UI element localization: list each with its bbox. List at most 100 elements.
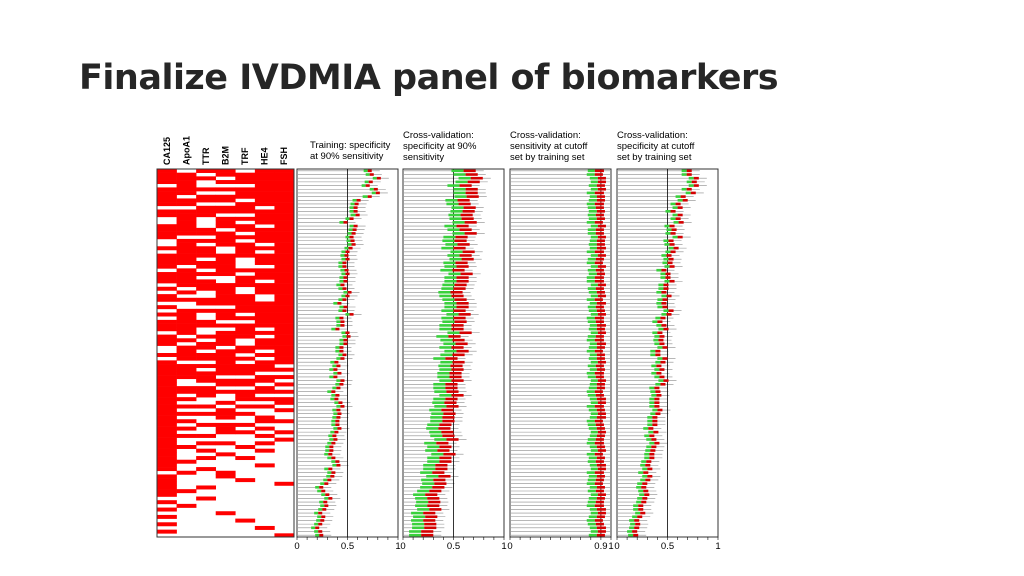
interval-lower-bar (588, 474, 597, 478)
interval-lower-bar (586, 390, 595, 393)
matrix-cell (215, 286, 236, 291)
interval-lower-bar (412, 522, 425, 526)
interval-lower-bar (589, 302, 597, 305)
matrix-cell (196, 194, 217, 199)
matrix-cell (176, 397, 197, 402)
matrix-cell (274, 353, 295, 357)
matrix-cell (157, 202, 177, 207)
matrix-cell (254, 415, 275, 420)
matrix-cell (196, 205, 217, 210)
interval-lower-bar (439, 324, 452, 327)
matrix-cell (215, 198, 236, 203)
matrix-cell (215, 238, 236, 243)
interval-upper-bar (594, 169, 604, 173)
interval-lower-bar (664, 224, 670, 228)
interval-upper-bar (444, 401, 457, 404)
interval-lower-bar (426, 474, 439, 478)
matrix-cell (196, 441, 217, 446)
interval-upper-bar (597, 412, 606, 416)
interval-upper-bar (455, 235, 468, 239)
interval-upper-bar (595, 438, 604, 441)
matrix-cell (157, 437, 177, 442)
interval-lower-bar (427, 456, 440, 460)
interval-lower-bar (339, 342, 344, 346)
interval-upper-bar (458, 202, 471, 206)
matrix-cell (235, 253, 256, 258)
interval-lower-bar (657, 305, 663, 309)
interval-upper-bar (663, 327, 669, 331)
matrix-cell (254, 238, 275, 243)
interval-lower-bar (590, 187, 598, 191)
interval-upper-bar (470, 176, 483, 180)
interval-upper-bar (597, 224, 606, 228)
matrix-cell (254, 463, 275, 468)
matrix-cell (274, 279, 295, 284)
matrix-cell (274, 187, 295, 192)
interval-lower-bar (641, 460, 647, 463)
interval-lower-bar (331, 327, 336, 331)
interval-upper-bar (634, 526, 640, 530)
interval-upper-bar (665, 276, 671, 279)
interval-upper-bar (597, 235, 606, 239)
interval-upper-bar (451, 324, 464, 327)
interval-lower-bar (649, 386, 655, 390)
interval-lower-bar (688, 184, 694, 187)
matrix-cell (254, 426, 275, 431)
interval-lower-bar (347, 232, 352, 235)
matrix-cell (176, 356, 197, 361)
matrix-cell (176, 470, 197, 475)
matrix-cell (274, 349, 295, 354)
interval-lower-bar (589, 463, 597, 467)
interval-upper-bar (435, 467, 448, 471)
interval-upper-bar (340, 379, 345, 382)
interval-lower-bar (588, 272, 597, 276)
matrix-cell (157, 272, 177, 277)
matrix-cell (176, 316, 197, 321)
matrix-cell (176, 445, 197, 449)
matrix-cell (196, 341, 217, 346)
interval-upper-bar (333, 368, 338, 371)
interval-lower-bar (440, 360, 453, 364)
interval-lower-bar (672, 213, 678, 217)
interval-upper-bar (340, 283, 345, 287)
interval-upper-bar (456, 279, 469, 283)
matrix-cell (157, 294, 177, 299)
interval-lower-bar (589, 195, 597, 198)
interval-lower-bar (341, 331, 346, 335)
interval-upper-bar (596, 526, 606, 530)
interval-upper-bar (596, 342, 606, 346)
interval-lower-bar (590, 283, 598, 287)
matrix-cell (274, 253, 295, 258)
interval-upper-bar (596, 346, 605, 349)
interval-upper-bar (645, 463, 651, 467)
matrix-cell (235, 308, 256, 313)
interval-lower-bar (629, 526, 635, 530)
interval-upper-bar (651, 445, 657, 449)
interval-upper-bar (456, 276, 469, 279)
matrix-cell (176, 330, 197, 335)
matrix-cell (196, 187, 217, 192)
matrix-cell (196, 301, 217, 306)
interval-upper-bar (693, 184, 699, 187)
interval-lower-bar (629, 519, 635, 522)
interval-lower-bar (587, 375, 596, 379)
interval-upper-bar (654, 401, 660, 404)
interval-lower-bar (590, 412, 598, 416)
panel-title-line: specificity at 90% (403, 141, 477, 152)
interval-upper-bar (595, 213, 604, 217)
interval-upper-bar (596, 508, 606, 511)
interval-upper-bar (666, 294, 672, 298)
matrix-cell (157, 522, 177, 527)
interval-upper-bar (596, 210, 605, 213)
matrix-cell (157, 478, 177, 483)
matrix-cell (215, 378, 236, 383)
interval-upper-bar (339, 382, 344, 386)
matrix-cell (274, 323, 295, 328)
interval-upper-bar (328, 497, 333, 500)
matrix-cell (274, 216, 295, 221)
interval-upper-bar (347, 290, 352, 294)
interval-lower-bar (411, 511, 424, 515)
matrix-cell (157, 279, 177, 284)
interval-upper-bar (340, 357, 345, 360)
interval-lower-bar (336, 379, 341, 382)
